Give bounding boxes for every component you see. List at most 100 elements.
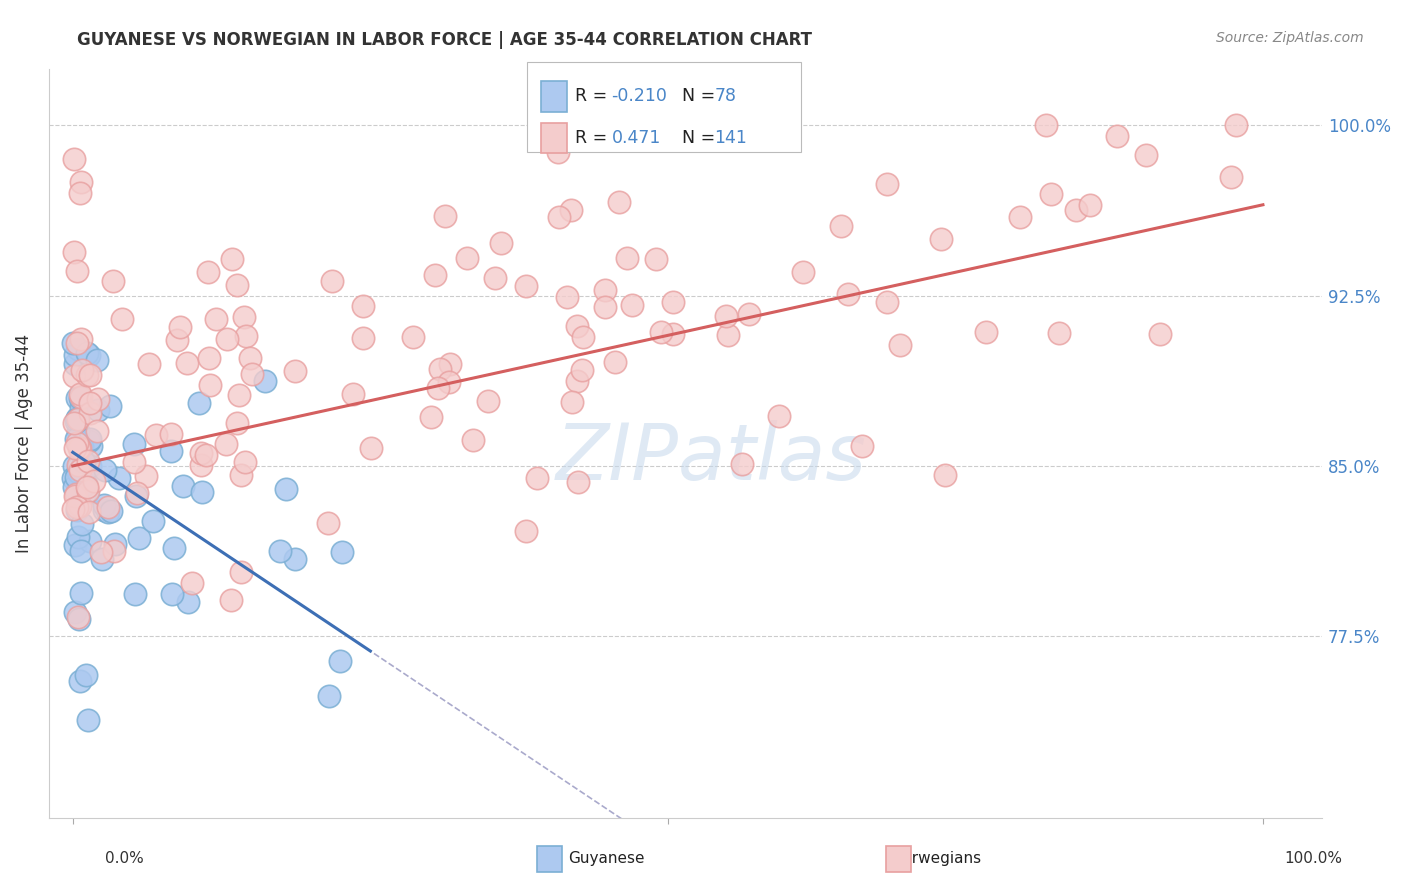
Point (69, 499, 91, 513)
Point (650, 325, 672, 339)
Point (108, 470, 131, 484)
Point (934, 467, 956, 482)
Point (62, 336, 84, 351)
Point (571, 363, 593, 377)
Text: -0.210: -0.210 (612, 87, 668, 105)
Point (63, 244, 86, 259)
Point (560, 202, 582, 217)
Point (889, 337, 911, 351)
Point (79, 432, 101, 446)
Point (69, 332, 91, 346)
Point (547, 145, 569, 159)
Point (69, 390, 91, 404)
Point (69, 386, 91, 401)
Point (1010, 211, 1032, 225)
Point (90, 552, 112, 566)
Point (67, 612, 90, 626)
Point (198, 378, 221, 392)
Point (65, 470, 87, 484)
Point (75, 477, 97, 491)
Point (731, 457, 754, 471)
Point (176, 356, 198, 370)
Point (714, 309, 737, 323)
Point (661, 295, 683, 310)
Point (190, 458, 212, 472)
Text: Norwegians: Norwegians (891, 851, 981, 865)
Point (63, 153, 86, 167)
Point (195, 448, 218, 462)
Point (94, 463, 117, 477)
Point (1149, 327, 1171, 342)
Point (253, 374, 276, 388)
Point (62, 501, 84, 516)
Point (70, 544, 93, 558)
Text: R =: R = (575, 129, 619, 147)
Point (76, 486, 98, 500)
Text: 100.0%: 100.0% (1285, 851, 1343, 865)
Point (233, 455, 256, 469)
Point (127, 486, 149, 500)
Point (70, 400, 93, 414)
Point (225, 416, 247, 430)
Point (191, 484, 214, 499)
Point (65, 433, 87, 447)
Point (198, 351, 221, 366)
Point (98, 400, 121, 414)
Point (160, 426, 183, 441)
Point (142, 514, 165, 528)
Point (215, 332, 238, 346)
Text: 78: 78 (714, 87, 737, 105)
Point (66, 392, 89, 406)
Point (929, 231, 952, 245)
Point (77, 348, 100, 362)
Point (605, 354, 627, 368)
Point (837, 286, 859, 301)
Point (1219, 169, 1241, 184)
Point (65, 414, 87, 428)
Point (69, 186, 91, 201)
Point (70, 517, 93, 532)
Point (66, 530, 89, 544)
Point (352, 299, 374, 313)
Point (181, 575, 204, 590)
Point (321, 274, 343, 288)
Point (79, 396, 101, 410)
Point (125, 489, 148, 503)
Point (240, 368, 263, 382)
Point (80, 439, 103, 453)
Point (1135, 148, 1157, 162)
Point (645, 252, 668, 266)
Text: Source: ZipAtlas.com: Source: ZipAtlas.com (1216, 31, 1364, 45)
Point (169, 320, 191, 334)
Point (235, 329, 257, 343)
Point (402, 330, 425, 344)
Point (79, 406, 101, 420)
Point (73, 455, 96, 469)
Point (79, 368, 101, 383)
Point (104, 537, 127, 551)
Point (830, 219, 852, 233)
Point (77, 453, 100, 467)
Point (851, 439, 873, 453)
Point (555, 290, 578, 304)
Point (768, 409, 790, 424)
Point (66, 411, 89, 425)
Point (76, 345, 98, 359)
Point (330, 544, 353, 558)
Point (87, 392, 110, 406)
Point (163, 541, 186, 555)
Point (73, 478, 96, 492)
Point (1225, 118, 1247, 132)
Point (172, 479, 194, 493)
Point (205, 312, 228, 326)
Point (593, 300, 616, 314)
Point (276, 482, 298, 496)
Text: GUYANESE VS NORWEGIAN IN LABOR FORCE | AGE 35-44 CORRELATION CHART: GUYANESE VS NORWEGIAN IN LABOR FORCE | A… (77, 31, 813, 49)
Point (215, 437, 238, 451)
Point (166, 333, 188, 347)
Point (437, 375, 460, 389)
Point (342, 386, 364, 401)
Point (66, 458, 89, 473)
Point (561, 395, 583, 409)
Point (974, 325, 997, 339)
